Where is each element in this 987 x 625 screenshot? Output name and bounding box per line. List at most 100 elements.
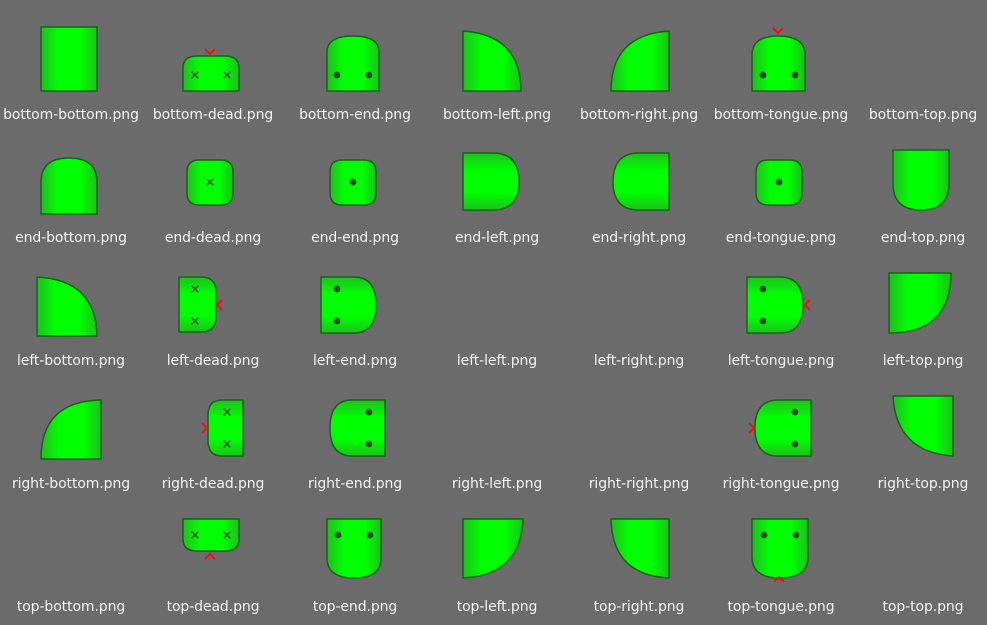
left-top-corner-tile-icon — [888, 272, 952, 334]
horizontal-pipe-tile-icon — [426, 256, 568, 346]
file-item[interactable]: right-right.png — [568, 379, 710, 502]
end-right-tile-icon — [612, 152, 670, 211]
horizontal-pipe-tile-icon — [426, 379, 568, 469]
file-name-label: right-left.png — [451, 476, 543, 492]
bottom-tongue-tile-icon — [751, 27, 806, 92]
file-item[interactable]: left-dead.png — [142, 256, 284, 379]
file-name-label: right-top.png — [877, 476, 969, 492]
file-name-label: left-end.png — [313, 353, 397, 369]
file-name-label: right-bottom.png — [11, 476, 131, 492]
bottom-left-corner-tile-icon — [462, 30, 522, 92]
file-name-label: top-end.png — [312, 599, 398, 615]
file-name-label: end-end.png — [311, 230, 399, 246]
file-name-label: top-left.png — [456, 599, 538, 615]
vertical-pipe-tile-icon — [852, 10, 987, 100]
file-item[interactable]: right-top.png — [852, 379, 987, 502]
file-name-label: left-bottom.png — [17, 353, 125, 369]
file-item[interactable]: bottom-right.png — [568, 10, 710, 133]
file-name-label: right-end.png — [307, 476, 403, 492]
end-top-tile-icon — [892, 149, 950, 211]
file-name-label: end-left.png — [455, 230, 539, 246]
file-item[interactable]: right-tongue.png — [710, 379, 852, 502]
file-item[interactable]: left-bottom.png — [0, 256, 142, 379]
top-tongue-tile-icon — [751, 518, 809, 583]
file-item[interactable]: top-left.png — [426, 502, 568, 625]
end-tongue-tile-icon — [755, 159, 803, 206]
file-item[interactable]: end-top.png — [852, 133, 987, 256]
file-item[interactable]: bottom-bottom.png — [0, 10, 142, 133]
file-item[interactable]: bottom-end.png — [284, 10, 426, 133]
end-end-tile-icon — [329, 159, 377, 206]
file-item[interactable]: top-bottom.png — [0, 502, 142, 625]
end-dead-tile-icon — [186, 159, 234, 206]
file-name-label: end-dead.png — [164, 230, 262, 246]
file-item[interactable]: top-end.png — [284, 502, 426, 625]
file-name-label: bottom-top.png — [868, 107, 978, 123]
file-name-label: bottom-left.png — [443, 107, 551, 123]
left-dead-tile-icon — [178, 276, 223, 333]
file-item[interactable]: right-left.png — [426, 379, 568, 502]
file-item[interactable]: end-left.png — [426, 133, 568, 256]
file-item[interactable]: left-top.png — [852, 256, 987, 379]
file-name-label: left-left.png — [456, 353, 538, 369]
file-name-label: bottom-bottom.png — [3, 107, 139, 123]
file-item[interactable]: end-tongue.png — [710, 133, 852, 256]
file-item[interactable]: left-tongue.png — [710, 256, 852, 379]
top-end-tile-icon — [326, 518, 382, 579]
file-name-label: end-right.png — [591, 230, 687, 246]
file-name-label: right-right.png — [588, 476, 690, 492]
right-bottom-corner-tile-icon — [40, 399, 102, 460]
file-item[interactable]: top-right.png — [568, 502, 710, 625]
bottom-dead-tile-icon — [182, 48, 240, 92]
horizontal-pipe-tile-icon — [568, 256, 710, 346]
file-item[interactable]: end-right.png — [568, 133, 710, 256]
end-bottom-tile-icon — [40, 157, 98, 215]
file-name-label: right-tongue.png — [722, 476, 840, 492]
right-dead-tile-icon — [201, 399, 244, 457]
file-item[interactable]: end-end.png — [284, 133, 426, 256]
file-name-label: top-bottom.png — [16, 599, 126, 615]
file-item[interactable]: end-bottom.png — [0, 133, 142, 256]
file-name-label: end-bottom.png — [15, 230, 127, 246]
file-item[interactable]: right-dead.png — [142, 379, 284, 502]
vertical-pipe-tile-icon — [0, 502, 142, 592]
file-name-label: right-dead.png — [161, 476, 265, 492]
left-tongue-tile-icon — [746, 276, 811, 334]
file-item[interactable]: right-end.png — [284, 379, 426, 502]
file-name-label: left-top.png — [882, 353, 964, 369]
file-item[interactable]: right-bottom.png — [0, 379, 142, 502]
bottom-right-corner-tile-icon — [610, 30, 670, 92]
file-item[interactable]: end-dead.png — [142, 133, 284, 256]
file-item[interactable]: top-dead.png — [142, 502, 284, 625]
right-top-corner-tile-icon — [892, 395, 954, 457]
file-name-label: bottom-tongue.png — [713, 107, 849, 123]
right-end-tile-icon — [329, 399, 386, 457]
file-name-label: bottom-right.png — [579, 107, 699, 123]
right-tongue-tile-icon — [748, 399, 812, 457]
file-item[interactable]: bottom-tongue.png — [710, 10, 852, 133]
top-dead-tile-icon — [182, 518, 240, 560]
file-name-label: left-right.png — [593, 353, 685, 369]
left-bottom-corner-tile-icon — [36, 276, 98, 337]
file-name-label: bottom-end.png — [299, 107, 411, 123]
file-item[interactable]: top-top.png — [852, 502, 987, 625]
file-item[interactable]: left-left.png — [426, 256, 568, 379]
file-name-label: top-right.png — [593, 599, 685, 615]
file-name-label: end-top.png — [880, 230, 966, 246]
left-end-tile-icon — [320, 276, 377, 334]
vertical-pipe-tile-icon — [40, 26, 98, 92]
bottom-end-tile-icon — [326, 35, 380, 92]
top-right-corner-tile-icon — [610, 518, 670, 579]
file-item[interactable]: bottom-top.png — [852, 10, 987, 133]
file-item[interactable]: top-tongue.png — [710, 502, 852, 625]
file-item[interactable]: left-end.png — [284, 256, 426, 379]
horizontal-pipe-tile-icon — [568, 379, 710, 469]
vertical-pipe-tile-icon — [852, 502, 987, 592]
file-name-label: top-tongue.png — [727, 599, 835, 615]
file-item[interactable]: bottom-left.png — [426, 10, 568, 133]
file-name-label: bottom-dead.png — [152, 107, 274, 123]
file-item[interactable]: left-right.png — [568, 256, 710, 379]
file-item[interactable]: bottom-dead.png — [142, 10, 284, 133]
file-name-label: top-top.png — [882, 599, 964, 615]
top-left-corner-tile-icon — [462, 518, 524, 579]
